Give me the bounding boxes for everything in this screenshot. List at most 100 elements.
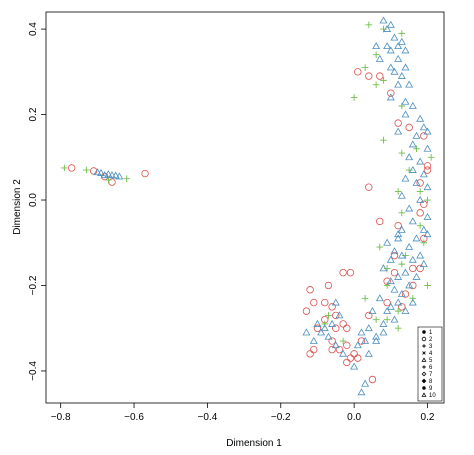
data-point (111, 171, 120, 179)
data-point (364, 349, 373, 357)
data-point (361, 379, 370, 387)
data-point (405, 153, 414, 161)
data-point (321, 298, 329, 307)
data-point (365, 72, 373, 80)
x-tick-label: −0.2 (271, 412, 291, 423)
legend-label: 7 (429, 372, 433, 378)
data-point (335, 311, 344, 319)
data-point (339, 337, 347, 345)
data-point (394, 298, 403, 306)
data-point (390, 268, 399, 277)
data-point (413, 145, 420, 153)
data-point (328, 345, 336, 354)
data-point (332, 311, 340, 320)
data-point (328, 337, 336, 345)
data-point (423, 213, 432, 220)
data-point (354, 354, 362, 362)
data-point (310, 345, 318, 354)
data-point (394, 230, 403, 238)
data-point (394, 188, 402, 195)
data-point (390, 247, 399, 255)
data-point (302, 328, 311, 336)
data-point (416, 157, 425, 165)
data-point (365, 183, 373, 191)
data-point (89, 167, 98, 175)
legend-symbol (421, 357, 427, 362)
data-point (405, 204, 414, 212)
plot-frame (45, 11, 445, 404)
data-point (401, 174, 410, 182)
data-point (427, 153, 435, 161)
data-point (379, 328, 388, 336)
data-point (408, 166, 417, 173)
data-point (401, 46, 410, 54)
data-point (357, 328, 366, 336)
data-point (350, 350, 358, 358)
y-tick-label: 0.4 (28, 22, 39, 36)
data-point (372, 51, 380, 59)
legend-label: 5 (429, 358, 433, 364)
data-point (306, 286, 314, 294)
data-point (350, 94, 358, 101)
data-point (390, 33, 399, 41)
data-point (313, 319, 322, 327)
data-point (375, 54, 384, 62)
data-point (376, 243, 384, 251)
data-point (346, 268, 355, 277)
data-point (123, 175, 130, 182)
data-point (419, 170, 428, 178)
legend-symbol (421, 371, 427, 377)
series-3 (61, 21, 435, 345)
data-point (361, 295, 369, 302)
data-point (390, 251, 399, 260)
data-point (368, 375, 377, 384)
data-point (372, 336, 381, 344)
data-point (317, 328, 326, 336)
legend-symbol (422, 351, 426, 355)
data-point (419, 225, 428, 233)
legend-label: 3 (429, 344, 433, 350)
data-point (397, 37, 406, 45)
data-point (394, 119, 402, 127)
data-point (394, 42, 403, 50)
data-point (343, 358, 351, 367)
data-point (100, 171, 109, 179)
data-point (419, 260, 428, 267)
data-point (412, 131, 421, 139)
data-point (398, 209, 406, 217)
data-point (365, 21, 373, 29)
data-point (83, 166, 90, 174)
data-point (416, 179, 424, 187)
data-point (328, 319, 337, 327)
data-point (364, 324, 373, 332)
data-point (424, 196, 431, 204)
data-point (379, 319, 388, 327)
legend-symbol (422, 365, 426, 369)
points-layer (61, 16, 435, 396)
data-point (397, 289, 406, 297)
data-point (372, 332, 381, 340)
data-point (408, 298, 417, 306)
data-point (409, 281, 417, 290)
data-point (309, 336, 318, 344)
data-point (401, 290, 410, 298)
data-point (423, 144, 432, 152)
data-point (383, 42, 392, 50)
data-point (332, 324, 340, 332)
data-point (372, 81, 380, 88)
data-point (416, 209, 424, 217)
data-point (423, 166, 432, 174)
x-tick-label: −0.8 (51, 412, 71, 423)
legend-label: 1 (429, 330, 433, 336)
legend-symbol (421, 336, 427, 342)
data-point (386, 302, 395, 310)
data-point (331, 298, 340, 306)
data-point (376, 217, 384, 226)
data-point (420, 132, 428, 140)
data-point (401, 110, 410, 118)
y-tick-label: 0.0 (28, 193, 39, 207)
data-point (420, 200, 428, 208)
data-point (412, 272, 421, 280)
legend-label: 9 (429, 386, 433, 392)
data-point (357, 388, 366, 396)
